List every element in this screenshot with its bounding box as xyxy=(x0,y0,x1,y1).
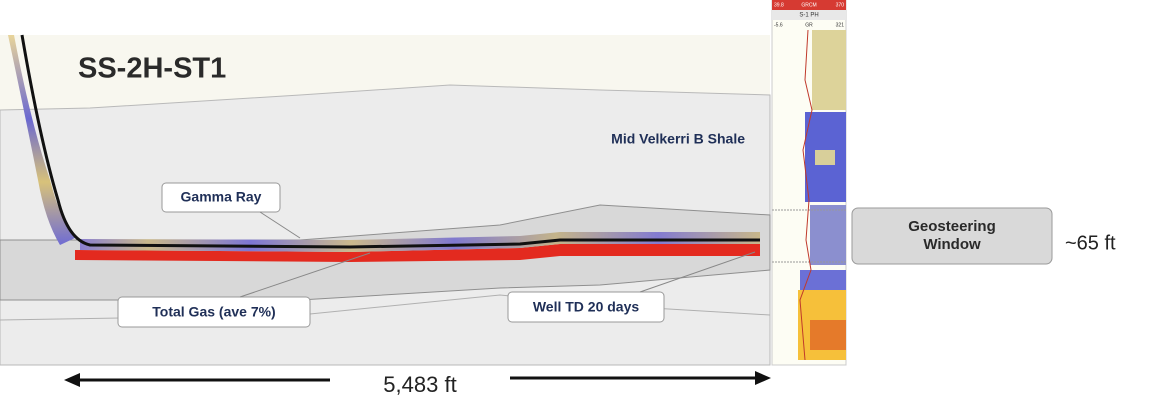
lateral-length: 5,483 ft xyxy=(383,372,456,397)
gamma-ray-callout: Gamma Ray xyxy=(181,189,262,205)
log-fill xyxy=(810,205,846,265)
log-fill xyxy=(815,150,835,165)
gr-name: GR xyxy=(805,22,813,28)
formation-label: Mid Velkerri B Shale xyxy=(611,131,745,147)
well-name: SS-2H-ST1 xyxy=(78,53,226,85)
figure: SS-2H-ST1 Mid Velkerri B Shale Gamma Ray… xyxy=(0,0,1168,405)
log-fill xyxy=(810,320,846,350)
arrow-head xyxy=(755,371,771,385)
log-curve: GRCM xyxy=(801,2,816,8)
gr-min: -5.6 xyxy=(774,22,783,28)
window-thickness: ~65 ft xyxy=(1065,232,1116,254)
arrow-head xyxy=(64,373,80,387)
geosteering-label: Geosteering Window xyxy=(852,208,1052,264)
log-well: S-1 PH xyxy=(799,13,818,19)
total-gas-callout: Total Gas (ave 7%) xyxy=(152,304,275,320)
well-td-callout: Well TD 20 days xyxy=(533,299,640,315)
log-scale-max: 370 xyxy=(836,2,845,8)
log-scale-min: 39.8 xyxy=(774,2,784,8)
gr-max: 321 xyxy=(836,22,845,28)
geosteering-wrap: Geosteering Window xyxy=(852,208,1052,264)
log-fill xyxy=(812,30,846,110)
